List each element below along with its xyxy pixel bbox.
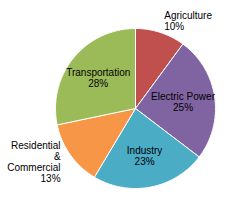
svg-text:Transportation28%: Transportation28%	[66, 67, 130, 89]
svg-text:Agriculture10%: Agriculture10%	[164, 10, 212, 32]
svg-text:Residential&Commercial13%: Residential&Commercial13%	[7, 140, 61, 184]
svg-text:Industry23%: Industry23%	[127, 145, 163, 167]
svg-text:Electric Power25%: Electric Power25%	[151, 91, 216, 113]
